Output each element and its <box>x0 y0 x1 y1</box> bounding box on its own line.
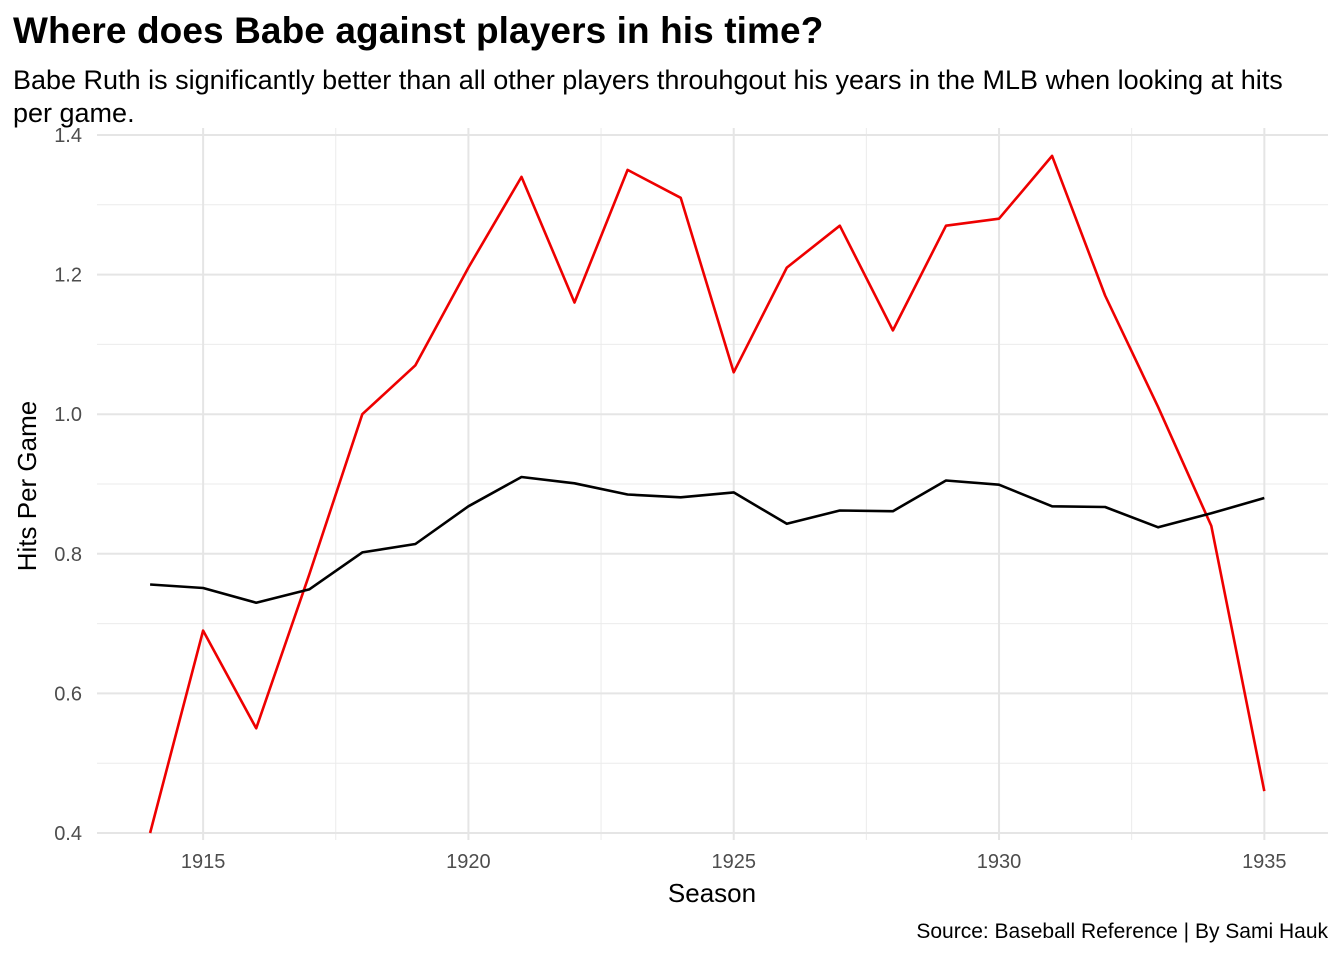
x-tick-label: 1935 <box>1242 851 1287 873</box>
y-tick-label: 0.6 <box>54 683 82 705</box>
grid <box>97 128 1328 840</box>
series-lines <box>148 154 1266 834</box>
series-line-black <box>150 475 1265 605</box>
x-tick-label: 1930 <box>977 851 1022 873</box>
y-tick-label: 1.0 <box>54 404 82 426</box>
x-axis-ticks: 1915 1920 1925 1930 1935 <box>181 851 1287 873</box>
y-axis-ticks: 0.4 0.6 0.8 1.0 1.2 1.4 <box>54 125 82 845</box>
chart-caption: Source: Baseball Reference | By Sami Hau… <box>916 920 1328 943</box>
x-tick-label: 1920 <box>446 851 491 873</box>
y-tick-label: 0.8 <box>54 544 82 566</box>
chart-title: Where does Babe against players in his t… <box>13 10 824 51</box>
chart-subtitle: Babe Ruth is significantly better than a… <box>13 65 1283 128</box>
y-axis-label: Hits Per Game <box>12 401 42 572</box>
series-line-red <box>148 154 1266 834</box>
x-tick-label: 1915 <box>181 851 226 873</box>
x-tick-label: 1925 <box>711 851 756 873</box>
y-tick-label: 1.4 <box>54 125 82 147</box>
y-tick-label: 0.4 <box>54 823 82 845</box>
x-axis-label: Season <box>668 878 756 908</box>
y-tick-label: 1.2 <box>54 265 82 287</box>
